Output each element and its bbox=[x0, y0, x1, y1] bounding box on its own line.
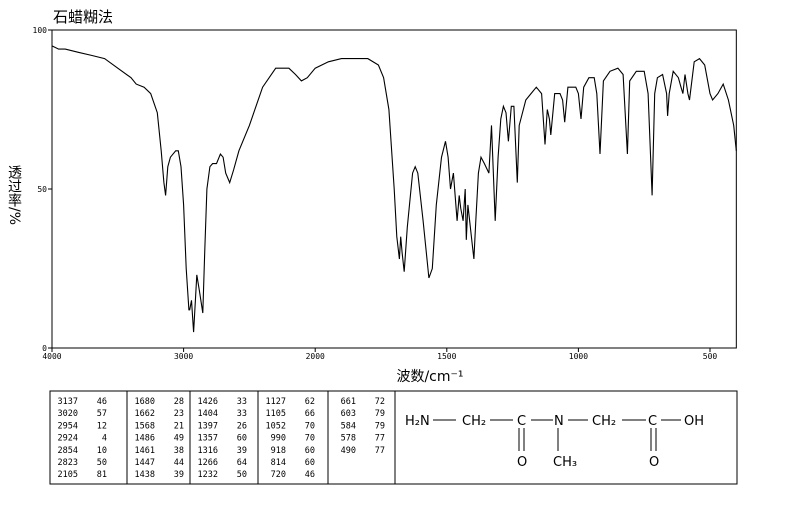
peak-wavenumber: 661 bbox=[341, 397, 356, 407]
atom: CH₂ bbox=[592, 414, 616, 429]
peak-wavenumber: 2823 bbox=[58, 458, 78, 468]
peak-wavenumber: 1127 bbox=[266, 397, 286, 407]
table-frame bbox=[49, 390, 738, 485]
atom: H₂N bbox=[405, 414, 430, 429]
x-tick-label: 1500 bbox=[437, 352, 456, 361]
peak-transmittance: 39 bbox=[174, 470, 184, 480]
peak-wavenumber: 1266 bbox=[198, 458, 218, 468]
atom: O bbox=[649, 455, 659, 470]
plot-area: 4000 3000 2000 1500 1000 500 0 50 100 bbox=[33, 26, 737, 361]
atom: OH bbox=[684, 414, 704, 429]
peak-wavenumber: 2954 bbox=[58, 421, 78, 431]
y-tick-label: 50 bbox=[37, 185, 47, 194]
peak-wavenumber: 1357 bbox=[198, 434, 218, 444]
peak-transmittance: 28 bbox=[174, 397, 184, 407]
peak-transmittance: 57 bbox=[97, 409, 107, 419]
peak-transmittance: 23 bbox=[174, 409, 184, 419]
atom: C bbox=[648, 414, 657, 429]
peak-wavenumber: 2854 bbox=[58, 446, 78, 456]
structure: H₂N CH₂ C N CH₂ C OH O CH₃ O bbox=[405, 414, 704, 470]
x-tick-label: 1000 bbox=[569, 352, 588, 361]
peak-wavenumber: 814 bbox=[271, 458, 286, 468]
peak-transmittance: 4 bbox=[102, 434, 107, 444]
x-tick-label: 4000 bbox=[42, 352, 61, 361]
peak-transmittance: 81 bbox=[97, 470, 107, 480]
peak-transmittance: 46 bbox=[305, 470, 315, 480]
atom: CH₃ bbox=[553, 455, 577, 470]
peak-transmittance: 26 bbox=[237, 421, 247, 431]
peak-wavenumber: 720 bbox=[271, 470, 286, 480]
chart-title: 石蜡糊法 bbox=[53, 8, 113, 26]
atom: N bbox=[554, 414, 564, 429]
peak-transmittance: 60 bbox=[305, 446, 315, 456]
peak-transmittance: 60 bbox=[237, 434, 247, 444]
peak-transmittance: 70 bbox=[305, 434, 315, 444]
peak-transmittance: 62 bbox=[305, 397, 315, 407]
peak-wavenumber: 1461 bbox=[135, 446, 155, 456]
peak-transmittance: 79 bbox=[375, 409, 385, 419]
peak-transmittance: 38 bbox=[174, 446, 184, 456]
peak-transmittance: 70 bbox=[305, 421, 315, 431]
peak-wavenumber: 1486 bbox=[135, 434, 155, 444]
y-tick-label: 100 bbox=[33, 26, 48, 35]
peak-wavenumber: 3137 bbox=[58, 397, 78, 407]
atom: CH₂ bbox=[462, 414, 486, 429]
peak-transmittance: 49 bbox=[174, 434, 184, 444]
peak-wavenumber: 1105 bbox=[266, 409, 286, 419]
peak-transmittance: 44 bbox=[174, 458, 184, 468]
peak-wavenumber: 1447 bbox=[135, 458, 155, 468]
peak-wavenumber: 1397 bbox=[198, 421, 218, 431]
peak-wavenumber: 918 bbox=[271, 446, 286, 456]
peak-transmittance: 10 bbox=[97, 446, 107, 456]
peak-wavenumber: 1438 bbox=[135, 470, 155, 480]
y-axis-label: 透过率/% bbox=[6, 165, 22, 225]
peak-transmittance: 50 bbox=[237, 470, 247, 480]
peak-transmittance: 79 bbox=[375, 421, 385, 431]
peak-wavenumber: 584 bbox=[341, 421, 356, 431]
peak-transmittance: 60 bbox=[305, 458, 315, 468]
peak-wavenumber: 603 bbox=[341, 409, 356, 419]
peak-transmittance: 33 bbox=[237, 409, 247, 419]
peak-wavenumber: 490 bbox=[341, 446, 356, 456]
peak-transmittance: 39 bbox=[237, 446, 247, 456]
peak-wavenumber: 1404 bbox=[198, 409, 218, 419]
peak-transmittance: 77 bbox=[375, 434, 385, 444]
peak-transmittance: 21 bbox=[174, 421, 184, 431]
peak-transmittance: 33 bbox=[237, 397, 247, 407]
peak-wavenumber: 578 bbox=[341, 434, 356, 444]
x-tick-label: 2000 bbox=[306, 352, 325, 361]
peak-transmittance: 72 bbox=[375, 397, 385, 407]
peak-wavenumber: 2924 bbox=[58, 434, 78, 444]
atom: O bbox=[517, 455, 527, 470]
y-tick-label: 0 bbox=[42, 344, 47, 353]
peak-wavenumber: 1568 bbox=[135, 421, 155, 431]
peak-transmittance: 46 bbox=[97, 397, 107, 407]
peak-wavenumber: 2105 bbox=[58, 470, 78, 480]
peak-transmittance: 12 bbox=[97, 421, 107, 431]
x-tick-label: 500 bbox=[703, 352, 718, 361]
peak-wavenumber: 1052 bbox=[266, 421, 286, 431]
spectrum-line bbox=[51, 45, 737, 333]
peak-wavenumber: 1232 bbox=[198, 470, 218, 480]
peak-transmittance: 50 bbox=[97, 458, 107, 468]
peak-wavenumber: 1426 bbox=[198, 397, 218, 407]
peak-transmittance: 66 bbox=[305, 409, 315, 419]
x-tick-label: 3000 bbox=[174, 352, 193, 361]
peak-wavenumber: 990 bbox=[271, 434, 286, 444]
x-axis-label: 波数/cm⁻¹ bbox=[396, 369, 463, 385]
atom: C bbox=[517, 414, 526, 429]
peak-transmittance: 77 bbox=[375, 446, 385, 456]
peak-wavenumber: 1680 bbox=[135, 397, 155, 407]
peak-wavenumber: 1662 bbox=[135, 409, 155, 419]
peak-wavenumber: 1316 bbox=[198, 446, 218, 456]
peak-transmittance: 64 bbox=[237, 458, 247, 468]
peak-wavenumber: 3020 bbox=[58, 409, 78, 419]
